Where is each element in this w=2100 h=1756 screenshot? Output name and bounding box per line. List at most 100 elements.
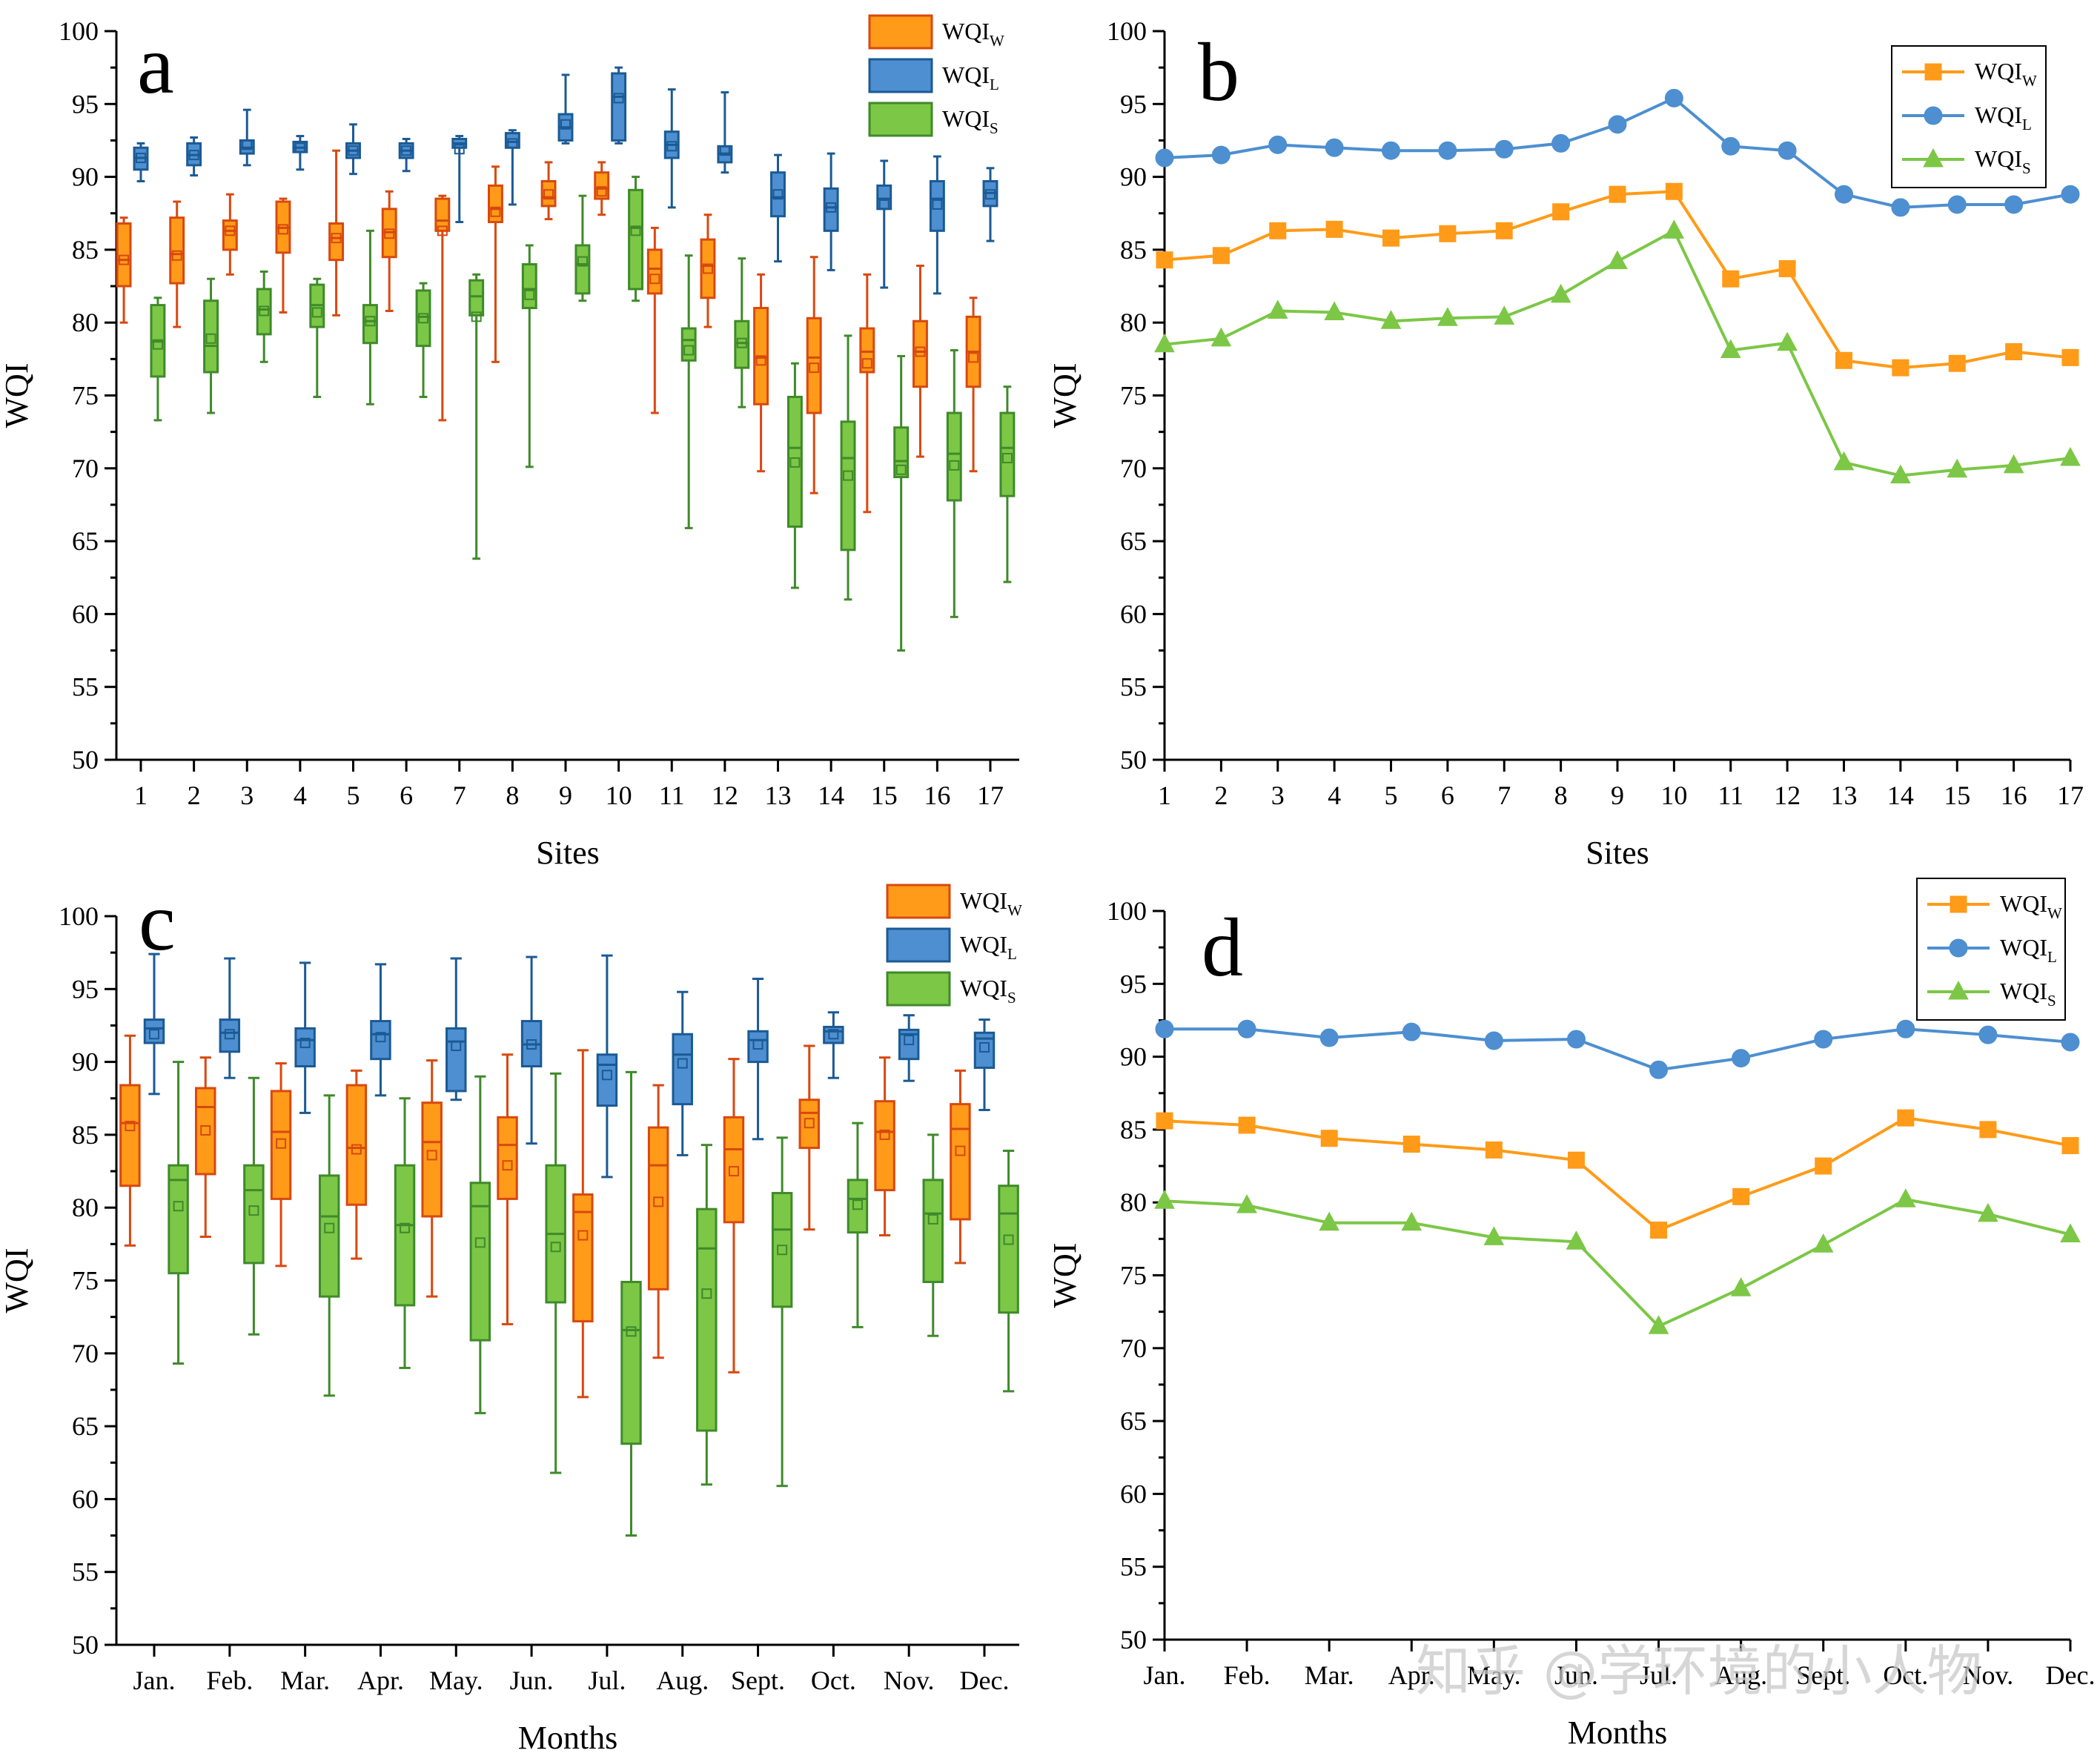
x-tick-label: 15 xyxy=(1944,781,1970,810)
box-iqr xyxy=(620,1280,642,1445)
legend-label: WQIL xyxy=(1975,102,2032,133)
data-point-square xyxy=(1950,895,1967,913)
data-point-circle xyxy=(1664,88,1683,107)
x-tick-label: 16 xyxy=(924,781,950,810)
x-tick-label: Jan. xyxy=(133,1666,176,1695)
box-S-13 xyxy=(786,362,803,589)
x-tick-label: Nov. xyxy=(1963,1660,2014,1690)
data-point-square xyxy=(1924,63,1942,81)
watermark-text: 知乎 @学环境的小人物 xyxy=(1416,1640,1982,1703)
data-point-square xyxy=(1835,351,1852,369)
box-mean-marker xyxy=(136,153,146,164)
box-mean-marker xyxy=(979,1041,990,1053)
data-point-triangle xyxy=(1923,148,1944,168)
box-mean-marker xyxy=(852,1199,863,1210)
box-L-6 xyxy=(398,137,414,173)
data-point-circle xyxy=(1608,115,1627,134)
box-W-May. xyxy=(421,1059,443,1298)
box-mean-marker xyxy=(843,470,854,481)
data-point-triangle xyxy=(1947,458,1968,478)
data-point-circle xyxy=(1778,141,1797,160)
x-tick-label: 7 xyxy=(1497,781,1511,810)
data-point-triangle xyxy=(1812,1233,1834,1253)
box-iqr xyxy=(143,1018,165,1044)
box-L-Feb. xyxy=(219,957,241,1079)
data-point-square xyxy=(1722,270,1740,288)
box-iqr xyxy=(469,1182,491,1342)
data-point-triangle xyxy=(1550,283,1571,303)
box-mean-marker xyxy=(955,1145,966,1156)
x-tick-label: Mar. xyxy=(280,1666,330,1695)
box-L-2 xyxy=(186,136,202,177)
box-iqr xyxy=(847,1179,869,1234)
box-L-7 xyxy=(451,135,468,224)
data-point-square xyxy=(1665,182,1683,200)
y-tick-label: 55 xyxy=(1120,672,1147,702)
box-mean-marker xyxy=(789,457,801,468)
data-point-circle xyxy=(1814,1030,1833,1049)
box-S-12 xyxy=(734,257,750,408)
y-tick-label: 65 xyxy=(72,1411,99,1441)
series-line-W xyxy=(1164,1116,2071,1232)
box-mean-marker xyxy=(560,119,571,130)
legend-swatch xyxy=(868,58,933,93)
data-point-triangle xyxy=(1483,1226,1505,1245)
data-point-triangle xyxy=(1895,1188,1916,1207)
legend-label: WQIS xyxy=(2000,978,2056,1010)
box-mean-marker xyxy=(294,142,305,153)
box-S-9 xyxy=(574,194,591,302)
box-W-16 xyxy=(912,265,928,458)
data-point-square xyxy=(1552,203,1570,221)
x-tick-label: 10 xyxy=(606,781,632,810)
data-point-circle xyxy=(1566,1030,1586,1049)
x-tick-label: 4 xyxy=(294,781,307,810)
data-point-circle xyxy=(2061,1033,2080,1052)
y-tick-label: 55 xyxy=(72,672,99,702)
box-L-Apr. xyxy=(370,963,391,1097)
legend-label: WQIW xyxy=(942,18,1004,50)
box-mean-marker xyxy=(119,254,130,265)
data-point-square xyxy=(1948,354,1966,372)
data-point-square xyxy=(1269,222,1287,239)
box-mean-marker xyxy=(242,139,253,150)
box-mean-marker xyxy=(277,224,288,235)
legend-label: WQIS xyxy=(1975,145,2031,177)
box-S-11 xyxy=(680,254,697,529)
box-mean-marker xyxy=(471,311,482,322)
box-mean-marker xyxy=(331,233,342,244)
y-tick-label: 100 xyxy=(59,901,99,931)
data-point-square xyxy=(1439,225,1457,242)
box-L-15 xyxy=(876,159,892,289)
legend-label: WQIW xyxy=(1975,58,2037,90)
box-W-Jan. xyxy=(119,1034,141,1247)
box-L-4 xyxy=(292,135,308,171)
box-mean-marker xyxy=(225,225,236,236)
box-iqr xyxy=(415,289,431,348)
x-tick-label: 8 xyxy=(1554,781,1568,810)
box-iqr xyxy=(823,187,839,232)
box-S-Oct. xyxy=(847,1121,869,1328)
data-point-square xyxy=(1732,1187,1750,1205)
data-point-triangle xyxy=(1607,250,1628,270)
box-iqr xyxy=(611,72,627,142)
legend-label: WQIL xyxy=(960,931,1017,963)
data-point-square xyxy=(1609,185,1626,203)
data-point-circle xyxy=(1924,106,1943,125)
box-iqr xyxy=(628,188,643,291)
data-point-square xyxy=(1238,1116,1256,1134)
y-tick-label: 60 xyxy=(72,599,99,629)
x-axis-title: Sites xyxy=(536,835,600,871)
y-tick-label: 70 xyxy=(1120,1333,1147,1363)
data-point-square xyxy=(2005,343,2023,361)
box-mean-marker xyxy=(248,1205,259,1216)
x-tick-label: 2 xyxy=(188,781,201,810)
box-iqr xyxy=(362,304,378,345)
box-mean-marker xyxy=(653,1196,664,1207)
box-S-3 xyxy=(256,270,272,363)
box-iqr xyxy=(929,179,945,232)
data-point-circle xyxy=(1978,1025,1998,1044)
box-iqr xyxy=(572,1193,594,1323)
y-axis-title: WQI xyxy=(0,1248,35,1313)
panel-c: 50 55 60 65 70 75 80 85 90 95 100 WQI Months c Jan. Feb… xyxy=(0,876,1022,1756)
data-point-square xyxy=(1815,1157,1832,1175)
